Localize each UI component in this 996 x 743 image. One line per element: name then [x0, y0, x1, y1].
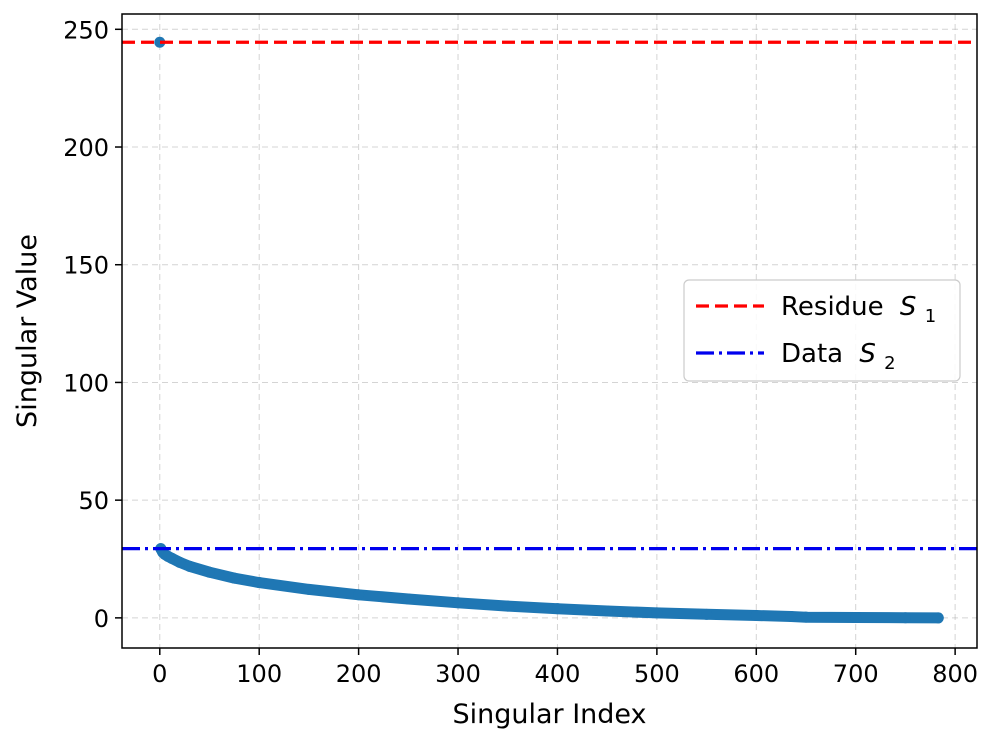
- x-tick-label: 300: [435, 660, 481, 688]
- scatter-point: [899, 612, 911, 624]
- plot-layer: [122, 36, 977, 624]
- scatter-point: [184, 560, 196, 572]
- y-tick-label: 50: [78, 487, 109, 515]
- scatter-point: [174, 556, 186, 568]
- x-tick-label: 0: [152, 660, 167, 688]
- scatter-point: [932, 612, 944, 624]
- legend-name-data: Data: [781, 339, 843, 369]
- y-tick-label: 0: [94, 605, 109, 633]
- scatter-point: [402, 593, 414, 605]
- plot-frame: [121, 13, 978, 649]
- scatter-point: [601, 605, 613, 617]
- scatter-point: [800, 611, 812, 623]
- y-tick-label: 100: [63, 369, 109, 397]
- scatter-point: [154, 36, 166, 48]
- scatter-point: [353, 589, 365, 601]
- x-tick-label: 400: [535, 660, 581, 688]
- y-tick-label: 250: [63, 16, 109, 44]
- legend-entry-data: Data S 2: [781, 339, 896, 374]
- legend-sub-data: 2: [884, 353, 895, 374]
- x-tick-label: 500: [634, 660, 680, 688]
- x-tick-label: 200: [336, 660, 382, 688]
- scatter-point: [502, 600, 514, 612]
- scatter-point: [750, 610, 762, 622]
- y-tick-label: 150: [63, 252, 109, 280]
- legend-name-residue: Residue: [781, 292, 884, 322]
- legend-sub-residue: 1: [925, 306, 936, 327]
- y-tick-label: 200: [63, 134, 109, 162]
- legend-var-data: S: [859, 339, 876, 369]
- x-tick-label: 800: [932, 660, 978, 688]
- x-axis-label: Singular Index: [452, 699, 646, 730]
- scatter-point: [203, 566, 215, 578]
- legend-entry-residue: Residue S 1: [781, 292, 936, 327]
- scatter-point: [551, 603, 563, 615]
- grid-layer: [122, 14, 977, 648]
- scatter-point: [785, 610, 797, 622]
- y-axis-label: Singular Value: [12, 234, 43, 428]
- scatter-point: [651, 607, 663, 619]
- scatter-point: [701, 608, 713, 620]
- legend: Residue S 1 Data S 2: [683, 279, 961, 382]
- x-tick-label: 700: [833, 660, 879, 688]
- x-tick-label: 600: [733, 660, 779, 688]
- scatter-point: [228, 572, 240, 584]
- scatter-point: [253, 577, 265, 589]
- scatter-curve: [155, 543, 944, 624]
- scatter-point: [303, 583, 315, 595]
- x-tick-label: 100: [236, 660, 282, 688]
- legend-var-residue: S: [900, 292, 917, 322]
- scatter-point: [452, 597, 464, 609]
- tick-layer: 0 100 200 300 400 500 600 700 800 0 50 100 150 200 250: [63, 16, 978, 688]
- scatter-point: [850, 612, 862, 624]
